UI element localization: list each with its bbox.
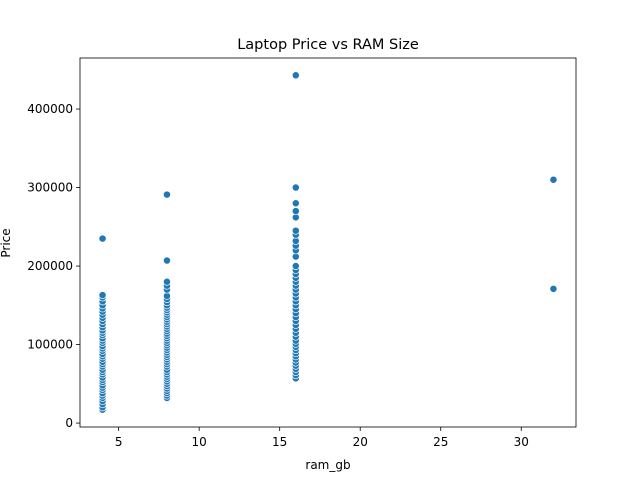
x-tick-label: 10 — [192, 435, 207, 449]
x-tick-label: 30 — [514, 435, 529, 449]
y-tick-label: 200000 — [27, 259, 73, 273]
data-point — [291, 199, 300, 208]
data-point — [291, 183, 300, 192]
data-point — [291, 207, 300, 216]
plot-area-frame — [79, 57, 577, 428]
data-point — [549, 284, 558, 293]
x-axis-ticks: 5 10 15 20 25 30 — [115, 427, 529, 449]
y-tick-label: 0 — [65, 416, 73, 430]
x-tick-label: 15 — [272, 435, 287, 449]
chart-title: Laptop Price vs RAM Size — [237, 37, 419, 53]
data-point — [163, 277, 171, 286]
y-axis-ticks: 0 100000 200000 300000 400000 — [27, 102, 80, 430]
data-point — [291, 71, 300, 80]
x-tick-label: 25 — [433, 435, 448, 449]
y-tick-label: 100000 — [27, 338, 73, 352]
y-tick-label: 300000 — [27, 181, 73, 195]
x-tick-label: 5 — [115, 435, 123, 449]
data-point — [98, 234, 107, 243]
x-tick-label: 20 — [353, 435, 368, 449]
y-axis-title: Price — [0, 228, 13, 257]
x-axis-title: ram_gb — [305, 458, 350, 472]
data-point — [98, 291, 107, 300]
y-tick-label: 400000 — [27, 102, 73, 116]
data-point — [291, 226, 300, 235]
data-point — [291, 262, 300, 270]
data-point — [163, 256, 171, 265]
data-point — [549, 175, 558, 184]
data-point — [163, 190, 171, 199]
data-points — [98, 71, 558, 414]
